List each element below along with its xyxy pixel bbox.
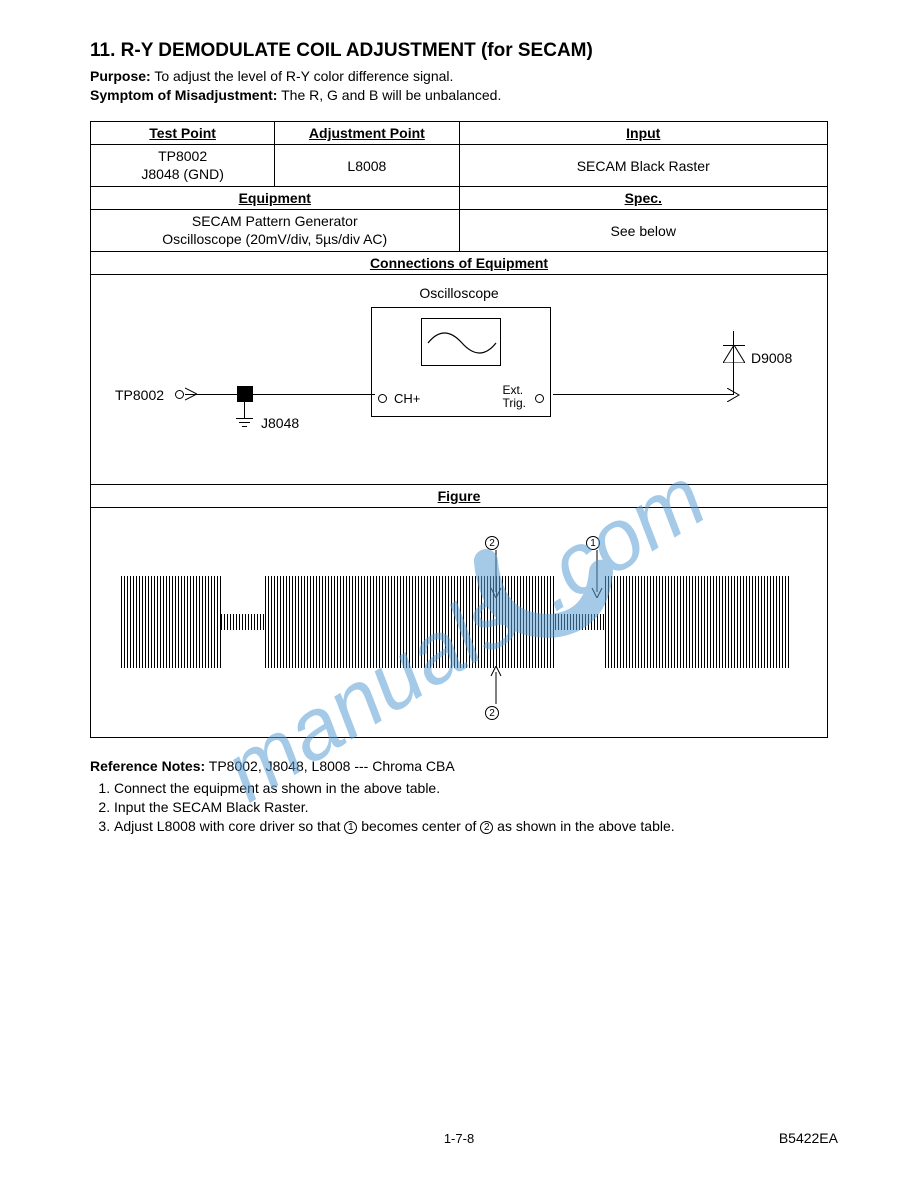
component-box xyxy=(237,386,253,402)
th-figure: Figure xyxy=(91,485,828,508)
symptom-text: The R, G and B will be unbalanced. xyxy=(277,87,501,103)
marker-2-top: 2 xyxy=(485,534,499,550)
footer-doc-id: B5422EA xyxy=(779,1130,838,1146)
wave-segment-low xyxy=(221,614,265,630)
th-connections: Connections of Equipment xyxy=(91,252,828,275)
ref-note-item: Connect the equipment as shown in the ab… xyxy=(114,780,828,796)
ch-terminal xyxy=(378,394,387,403)
table-row: TP8002 J8048 (GND) L8008 SECAM Black Ras… xyxy=(91,145,828,187)
connections-diagram: Oscilloscope CH+ Ext.Trig. TP8002 xyxy=(91,275,828,485)
arrow-up-icon xyxy=(490,666,502,704)
td-test-point: TP8002 J8048 (GND) xyxy=(91,145,275,187)
purpose-label: Purpose: xyxy=(90,68,151,84)
gnd-bar xyxy=(239,422,250,423)
ref-notes-list: Connect the equipment as shown in the ab… xyxy=(90,780,828,834)
equip-l1: SECAM Pattern Generator xyxy=(97,213,453,231)
wave-segment xyxy=(121,576,221,668)
ref-notes-label: Reference Notes: xyxy=(90,758,205,774)
purpose-text: To adjust the level of R-Y color differe… xyxy=(151,68,454,84)
diode-icon xyxy=(723,345,745,363)
gnd-stem xyxy=(244,402,245,418)
th-adjustment-point: Adjustment Point xyxy=(275,122,459,145)
waveform xyxy=(121,576,797,668)
equip-l2: Oscilloscope (20mV/div, 5µs/div AC) xyxy=(97,231,453,249)
ref-note-item: Adjust L8008 with core driver so that 1 … xyxy=(114,818,828,834)
td-adjustment-point: L8008 xyxy=(275,145,459,187)
sine-box xyxy=(421,318,501,366)
sine-wave-icon xyxy=(422,319,502,367)
wave-segment xyxy=(265,576,555,668)
table-row: SECAM Pattern Generator Oscilloscope (20… xyxy=(91,210,828,252)
adjustment-table: Test Point Adjustment Point Input TP8002… xyxy=(90,121,828,738)
table-header-row: Test Point Adjustment Point Input xyxy=(91,122,828,145)
wave-segment-low xyxy=(555,614,605,630)
j8048-label: J8048 xyxy=(261,415,299,431)
purpose-line: Purpose: To adjust the level of R-Y colo… xyxy=(90,68,828,84)
marker-1-top: 1 xyxy=(586,534,600,550)
table-figure-header: Figure xyxy=(91,485,828,508)
table-connections-header: Connections of Equipment xyxy=(91,252,828,275)
test-point-l1: TP8002 xyxy=(97,148,268,166)
th-spec: Spec. xyxy=(459,187,828,210)
gnd-bar xyxy=(242,426,247,427)
test-point-l2: J8048 (GND) xyxy=(97,166,268,184)
td-equipment: SECAM Pattern Generator Oscilloscope (20… xyxy=(91,210,460,252)
wire-right xyxy=(553,394,733,395)
figure-diagram: 2 1 xyxy=(91,508,828,738)
oscilloscope-label: Oscilloscope xyxy=(419,285,498,301)
ext-trig-label: Ext.Trig. xyxy=(502,384,526,410)
th-input: Input xyxy=(459,122,828,145)
table-row: Oscilloscope CH+ Ext.Trig. TP8002 xyxy=(91,275,828,485)
ch-plus-label: CH+ xyxy=(394,391,420,406)
footer-page-number: 1-7-8 xyxy=(444,1131,474,1146)
tp8002-label: TP8002 xyxy=(115,387,164,403)
wire-left xyxy=(185,394,375,395)
symptom-label: Symptom of Misadjustment: xyxy=(90,87,277,103)
td-spec: See below xyxy=(459,210,828,252)
diode-wire xyxy=(733,331,734,395)
table-header-row-2: Equipment Spec. xyxy=(91,187,828,210)
ref-notes-header: TP8002, J8048, L8008 --- Chroma CBA xyxy=(205,758,455,774)
marker-2-bottom: 2 xyxy=(485,704,499,720)
th-test-point: Test Point xyxy=(91,122,275,145)
ref-note-item: Input the SECAM Black Raster. xyxy=(114,799,828,815)
table-row: 2 1 xyxy=(91,508,828,738)
reference-notes: Reference Notes: TP8002, J8048, L8008 --… xyxy=(90,758,828,834)
symptom-line: Symptom of Misadjustment: The R, G and B… xyxy=(90,87,828,103)
wave-segment xyxy=(605,576,791,668)
oscilloscope-box: CH+ Ext.Trig. xyxy=(371,307,551,417)
gnd-bar xyxy=(236,418,253,419)
trig-terminal xyxy=(535,394,544,403)
d9008-label: D9008 xyxy=(751,350,792,366)
page-content: 11. R-Y DEMODULATE COIL ADJUSTMENT (for … xyxy=(0,0,918,877)
section-title: 11. R-Y DEMODULATE COIL ADJUSTMENT (for … xyxy=(90,40,828,62)
th-equipment: Equipment xyxy=(91,187,460,210)
arrow-right-icon xyxy=(727,388,741,402)
tp8002-terminal xyxy=(175,390,184,399)
td-input: SECAM Black Raster xyxy=(459,145,828,187)
